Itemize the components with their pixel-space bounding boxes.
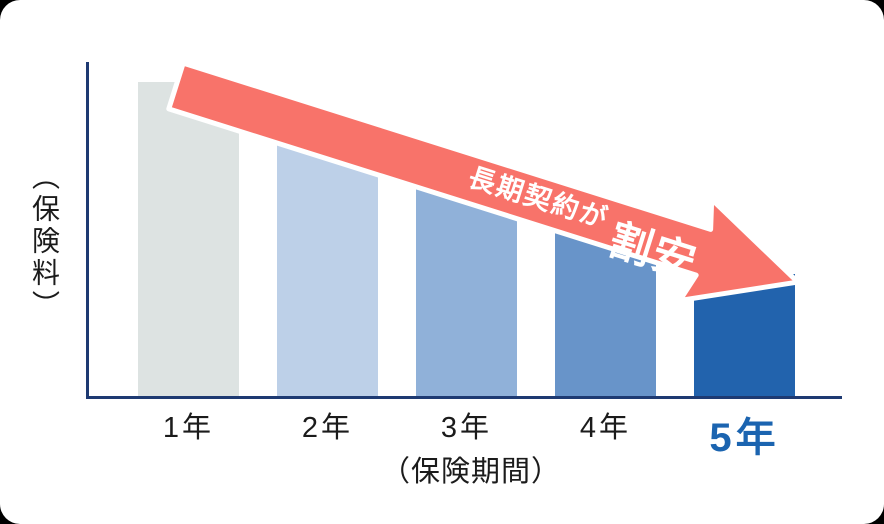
chart-bar-3 [416, 179, 517, 396]
chart-bar-1 [138, 82, 239, 396]
x-tick-label-5: 5年 [709, 416, 780, 460]
x-tick-label-4: 4年 [579, 412, 632, 444]
y-axis-label: （保険料） [29, 162, 60, 322]
chart-bar-2 [277, 129, 378, 396]
chart-bar-4 [555, 233, 656, 396]
y-axis-line [86, 62, 89, 399]
x-tick-label-2: 2年 [301, 412, 354, 444]
chart-bar-5 [694, 274, 795, 396]
x-axis-line [86, 396, 842, 399]
x-axis-label: （保険期間） [380, 456, 562, 488]
x-tick-label-1: 1年 [162, 412, 215, 444]
x-tick-label-3: 3年 [440, 412, 493, 444]
